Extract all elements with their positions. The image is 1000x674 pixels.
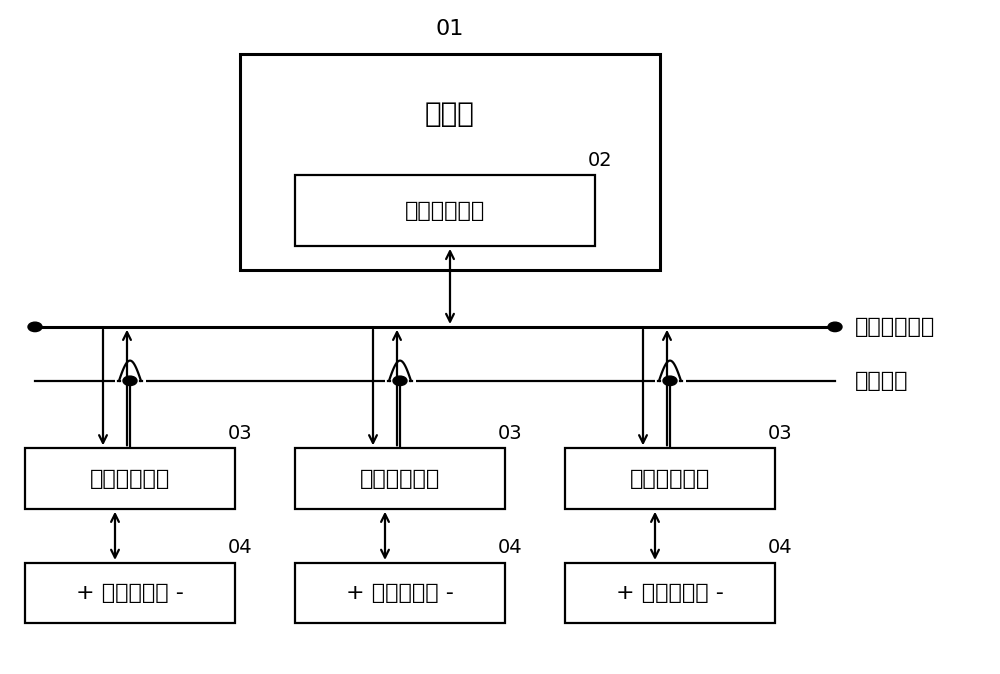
Text: 04: 04 <box>228 539 252 557</box>
Text: 04: 04 <box>498 539 522 557</box>
Bar <box>295 175 595 246</box>
Text: 充电控制装置: 充电控制装置 <box>405 201 485 220</box>
Circle shape <box>28 322 42 332</box>
Bar <box>25 448 235 509</box>
Bar <box>295 448 505 509</box>
Text: 03: 03 <box>498 424 522 443</box>
Text: 上位机: 上位机 <box>425 100 475 128</box>
Circle shape <box>663 376 677 386</box>
Circle shape <box>123 376 137 386</box>
Bar <box>240 54 660 270</box>
Text: 充电均衡装置: 充电均衡装置 <box>630 468 710 489</box>
Bar <box>295 563 505 623</box>
Text: 01: 01 <box>436 19 464 39</box>
Text: 交流线路: 交流线路 <box>855 371 908 391</box>
Text: 充电均衡装置: 充电均衡装置 <box>360 468 440 489</box>
Text: + 充电电池组 -: + 充电电池组 - <box>76 583 184 603</box>
Bar <box>565 563 775 623</box>
Text: 串行通信总线: 串行通信总线 <box>855 317 935 337</box>
Text: 03: 03 <box>768 424 792 443</box>
Text: + 充电电池组 -: + 充电电池组 - <box>616 583 724 603</box>
Text: 02: 02 <box>588 151 612 170</box>
Text: 03: 03 <box>228 424 252 443</box>
Circle shape <box>828 322 842 332</box>
Bar <box>565 448 775 509</box>
Text: 充电均衡装置: 充电均衡装置 <box>90 468 170 489</box>
Text: + 充电电池组 -: + 充电电池组 - <box>346 583 454 603</box>
Bar <box>25 563 235 623</box>
Text: 04: 04 <box>768 539 792 557</box>
Circle shape <box>393 376 407 386</box>
